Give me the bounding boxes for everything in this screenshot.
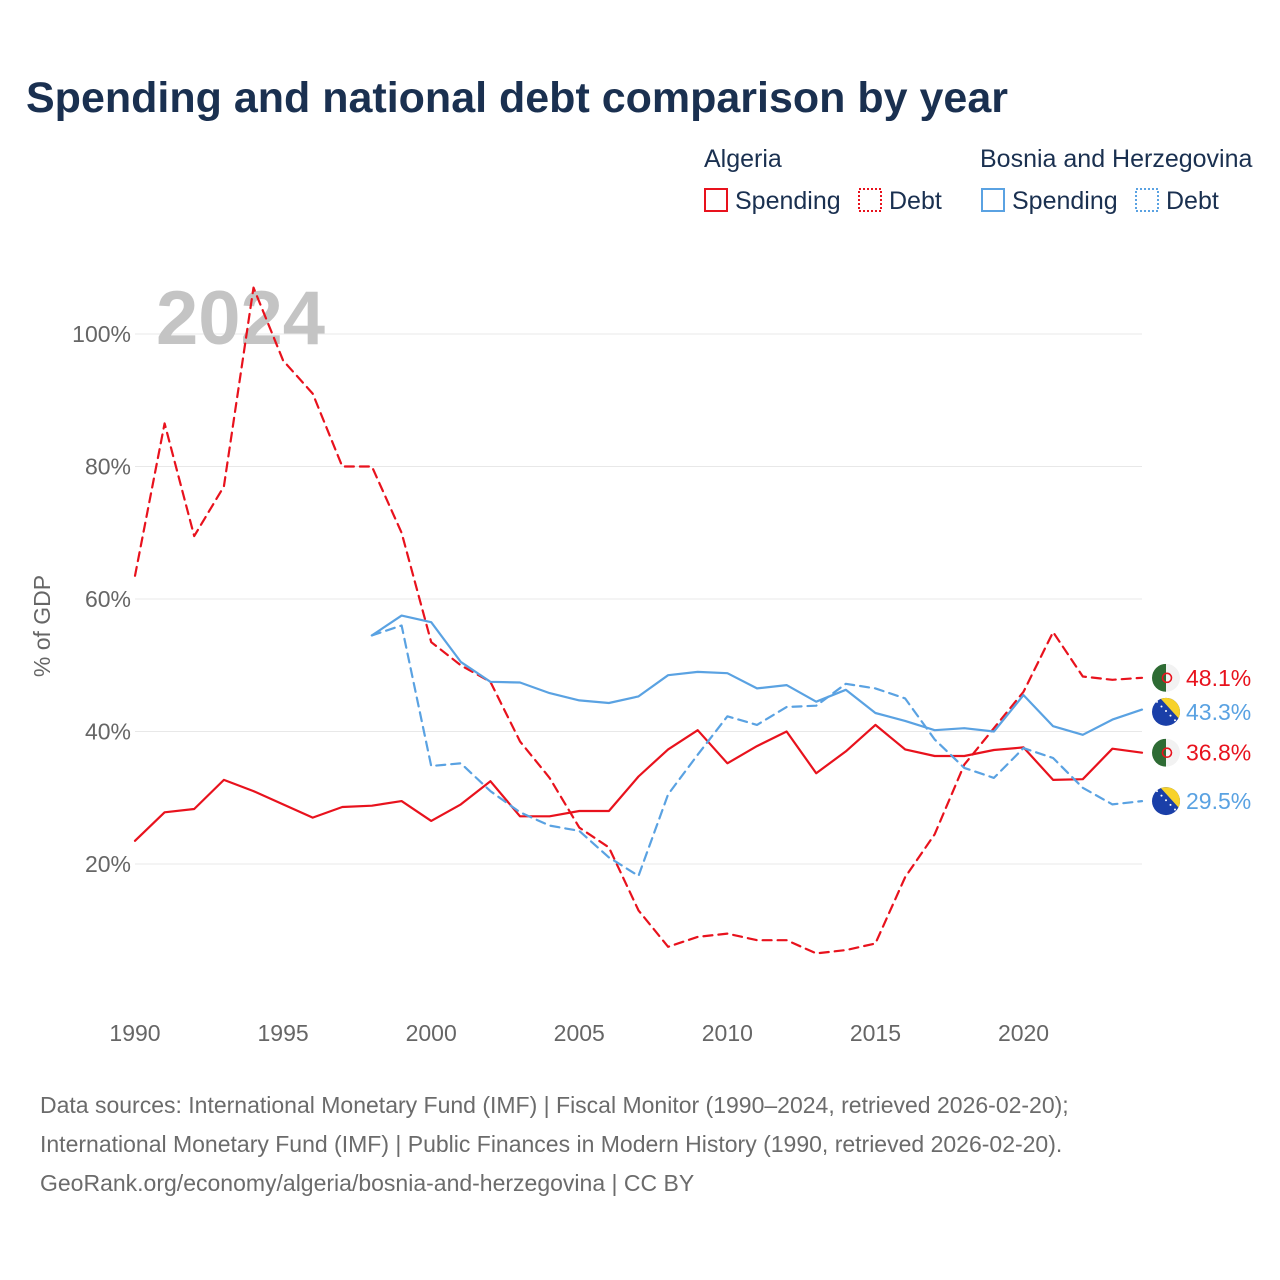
x-tick-label: 2010 <box>702 1020 753 1046</box>
series-lines <box>133 286 1144 955</box>
footer-source-line-1: Data sources: International Monetary Fun… <box>40 1092 1069 1118</box>
series-line-bosnia-and-herzegovina-debt <box>370 624 1144 878</box>
x-tick-label: 1990 <box>109 1020 160 1046</box>
end-labels: 48.1% 43.3% 36.8% 29.5% <box>1152 663 1251 816</box>
end-label-bosnia-and-herzegovina-debt: 29.5% <box>1186 788 1251 814</box>
series-line-algeria-debt <box>133 286 1144 955</box>
x-tick-label: 2015 <box>850 1020 901 1046</box>
legend-label-algeria-spending: Spending <box>735 187 841 215</box>
y-axis: 20% 40% 60% 80% 100% <box>72 321 131 877</box>
legend-swatch-algeria-spending <box>704 188 728 212</box>
chart-title: Spending and national debt comparison by… <box>26 74 1008 122</box>
algeria-flag-icon <box>1152 663 1180 692</box>
legend-label-bosnia-debt: Debt <box>1166 187 1219 215</box>
legend-label-bosnia-spending: Spending <box>1012 187 1118 215</box>
end-label-algeria-debt: 48.1% <box>1186 665 1251 691</box>
legend: Algeria Bosnia and Herzegovina Spending … <box>704 145 1252 215</box>
footer-source-line-2: International Monetary Fund (IMF) | Publ… <box>40 1131 1062 1157</box>
x-tick-label: 1995 <box>258 1020 309 1046</box>
bosnia-flag-icon <box>1152 787 1180 816</box>
legend-label-algeria-debt: Debt <box>889 187 942 215</box>
legend-swatch-bosnia-spending <box>981 188 1005 212</box>
series-line-algeria-spending <box>133 723 1144 842</box>
gridlines <box>135 333 1142 865</box>
algeria-flag-icon <box>1152 738 1180 767</box>
series-line-bosnia-and-herzegovina-spending <box>370 614 1144 736</box>
y-tick-label: 60% <box>85 586 131 612</box>
y-axis-title: % of GDP <box>29 575 55 677</box>
end-label-bosnia-and-herzegovina-spending: 43.3% <box>1186 699 1251 725</box>
year-watermark: 2024 <box>156 276 325 361</box>
y-tick-label: 100% <box>72 321 131 347</box>
legend-group-algeria: Algeria <box>704 145 782 173</box>
y-tick-label: 80% <box>85 454 131 480</box>
x-tick-label: 2020 <box>998 1020 1049 1046</box>
footer-attribution: GeoRank.org/economy/algeria/bosnia-and-h… <box>40 1170 694 1196</box>
x-tick-label: 2000 <box>406 1020 457 1046</box>
y-tick-label: 20% <box>85 851 131 877</box>
legend-swatch-bosnia-debt <box>1135 188 1159 212</box>
y-tick-label: 40% <box>85 719 131 745</box>
bosnia-flag-icon <box>1152 697 1180 726</box>
end-label-algeria-spending: 36.8% <box>1186 740 1251 766</box>
x-tick-label: 2005 <box>554 1020 605 1046</box>
legend-swatch-algeria-debt <box>858 188 882 212</box>
x-axis: 1990 1995 2000 2005 2010 2015 2020 <box>109 1020 1049 1046</box>
legend-group-bosnia: Bosnia and Herzegovina <box>980 145 1252 173</box>
